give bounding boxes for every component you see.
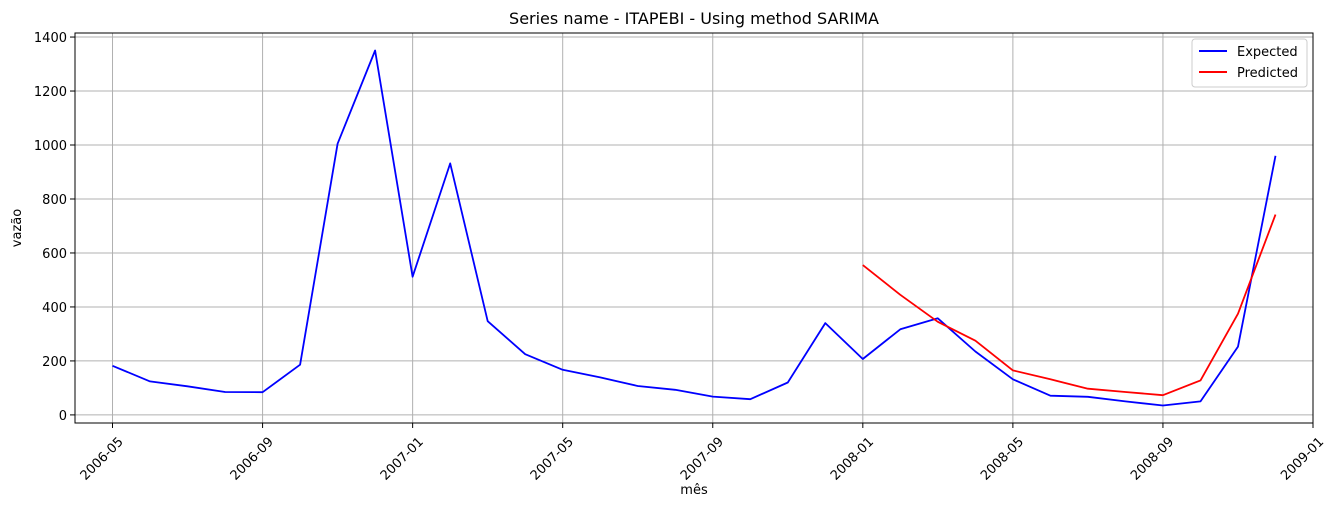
legend-label-predicted: Predicted bbox=[1237, 66, 1298, 81]
x-tick-label: 2006-05 bbox=[78, 435, 127, 484]
ticks-layer: 2006-05 2006-09 2007-01 2007-05 2007-09 2008-… bbox=[34, 31, 1327, 484]
y-axis-title: vazão bbox=[10, 209, 25, 247]
series-line-expected bbox=[112, 49, 1277, 407]
x-tick-label: 2007-05 bbox=[528, 435, 577, 484]
y-tick-label: 1200 bbox=[34, 85, 67, 100]
x-tick-label: 2008-09 bbox=[1128, 435, 1177, 484]
y-tick-label: 400 bbox=[42, 301, 67, 316]
y-tick-label: 200 bbox=[42, 355, 67, 370]
x-tick-label: 2007-09 bbox=[678, 435, 727, 484]
x-tick-label: 2006-09 bbox=[228, 435, 277, 484]
y-tick-label: 1000 bbox=[34, 139, 67, 154]
series-layer bbox=[112, 49, 1277, 407]
grid bbox=[75, 33, 1314, 423]
x-tick-label: 2009-01 bbox=[1278, 435, 1327, 484]
x-tick-label: 2007-01 bbox=[378, 435, 427, 484]
y-tick-label: 1400 bbox=[34, 31, 67, 46]
plot-frame bbox=[74, 32, 1314, 424]
legend-label-expected: Expected bbox=[1237, 45, 1298, 60]
y-tick-label: 800 bbox=[42, 193, 67, 208]
chart-title: Series name - ITAPEBI - Using method SAR… bbox=[509, 9, 879, 28]
x-tick-label: 2008-05 bbox=[978, 435, 1027, 484]
legend: Expected Predicted bbox=[1191, 38, 1308, 88]
y-tick-label: 600 bbox=[42, 247, 67, 262]
y-tick-label: 0 bbox=[59, 409, 67, 424]
x-axis-title: mês bbox=[680, 483, 708, 498]
x-tick-label: 2008-01 bbox=[828, 435, 877, 484]
series-line-predicted bbox=[862, 214, 1277, 397]
